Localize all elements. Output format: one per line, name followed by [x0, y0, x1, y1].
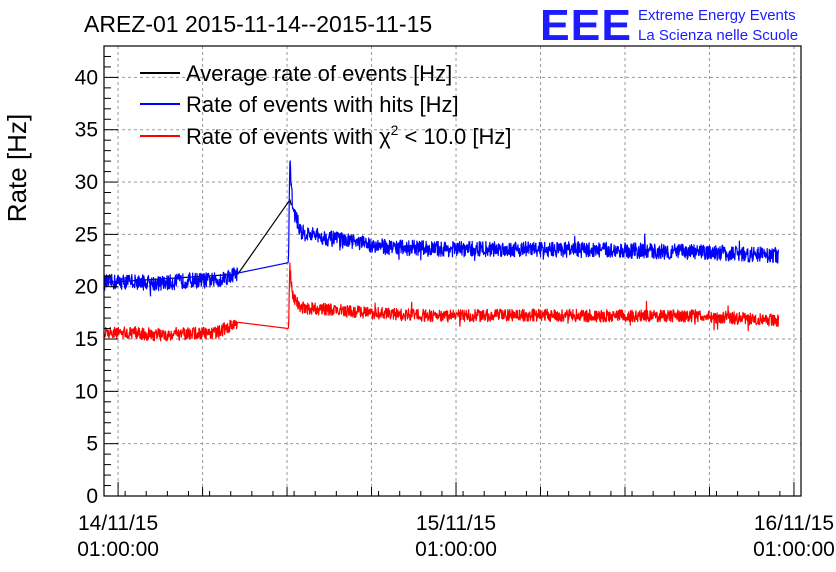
org-subtitle: La Scienza nelle Scuole — [638, 27, 798, 44]
y-tick-label: 25 — [75, 223, 98, 246]
legend-label-average: Average rate of events [Hz] — [186, 61, 452, 86]
x-tick-date: 14/11/15 — [78, 512, 158, 535]
x-axis: 14/11/15 01:00:00 15/11/15 01:00:00 16/11/15… — [77, 482, 835, 561]
x-tick-time: 01:00:00 — [753, 538, 835, 561]
data-series — [103, 160, 780, 342]
x-tick-date: 16/11/15 — [754, 512, 834, 535]
y-tick-label: 35 — [75, 119, 98, 142]
legend-label-hits: Rate of events with hits [Hz] — [186, 92, 459, 117]
x-tick-date: 15/11/15 — [416, 512, 496, 535]
legend-label-chi2: Rate of events with χ2 < 10.0 [Hz] — [186, 122, 511, 149]
legend: Average rate of events [Hz] Rate of even… — [140, 61, 511, 149]
y-axis-label: Rate [Hz] — [2, 114, 32, 222]
legend-chi2-superscript: 2 — [391, 122, 399, 138]
y-tick-label: 15 — [75, 328, 98, 351]
y-tick-label: 40 — [75, 66, 98, 89]
series-hits-line — [103, 160, 780, 297]
legend-chi2-main: Rate of events with — [186, 124, 373, 149]
y-tick-label: 20 — [75, 276, 98, 299]
x-tick-time: 01:00:00 — [77, 538, 159, 561]
series-chi2-line — [103, 262, 780, 342]
x-tick-time: 01:00:00 — [415, 538, 497, 561]
legend-chi2-tail: < 10.0 [Hz] — [404, 124, 511, 149]
plot-frame — [103, 45, 802, 497]
y-tick-label: 10 — [75, 380, 98, 403]
chart-title: AREZ-01 2015-11-14--2015-11-15 — [84, 11, 432, 37]
y-axis: 0 5 10 15 20 25 30 35 40 — [75, 55, 118, 508]
eee-logo: EEE — [540, 1, 632, 50]
y-tick-label: 5 — [86, 433, 98, 456]
y-tick-label: 30 — [75, 171, 98, 194]
legend-chi2-symbol: χ — [379, 124, 391, 149]
org-name: Extreme Energy Events — [638, 7, 796, 24]
series-average-line — [103, 199, 292, 284]
y-tick-label: 0 — [86, 485, 98, 508]
